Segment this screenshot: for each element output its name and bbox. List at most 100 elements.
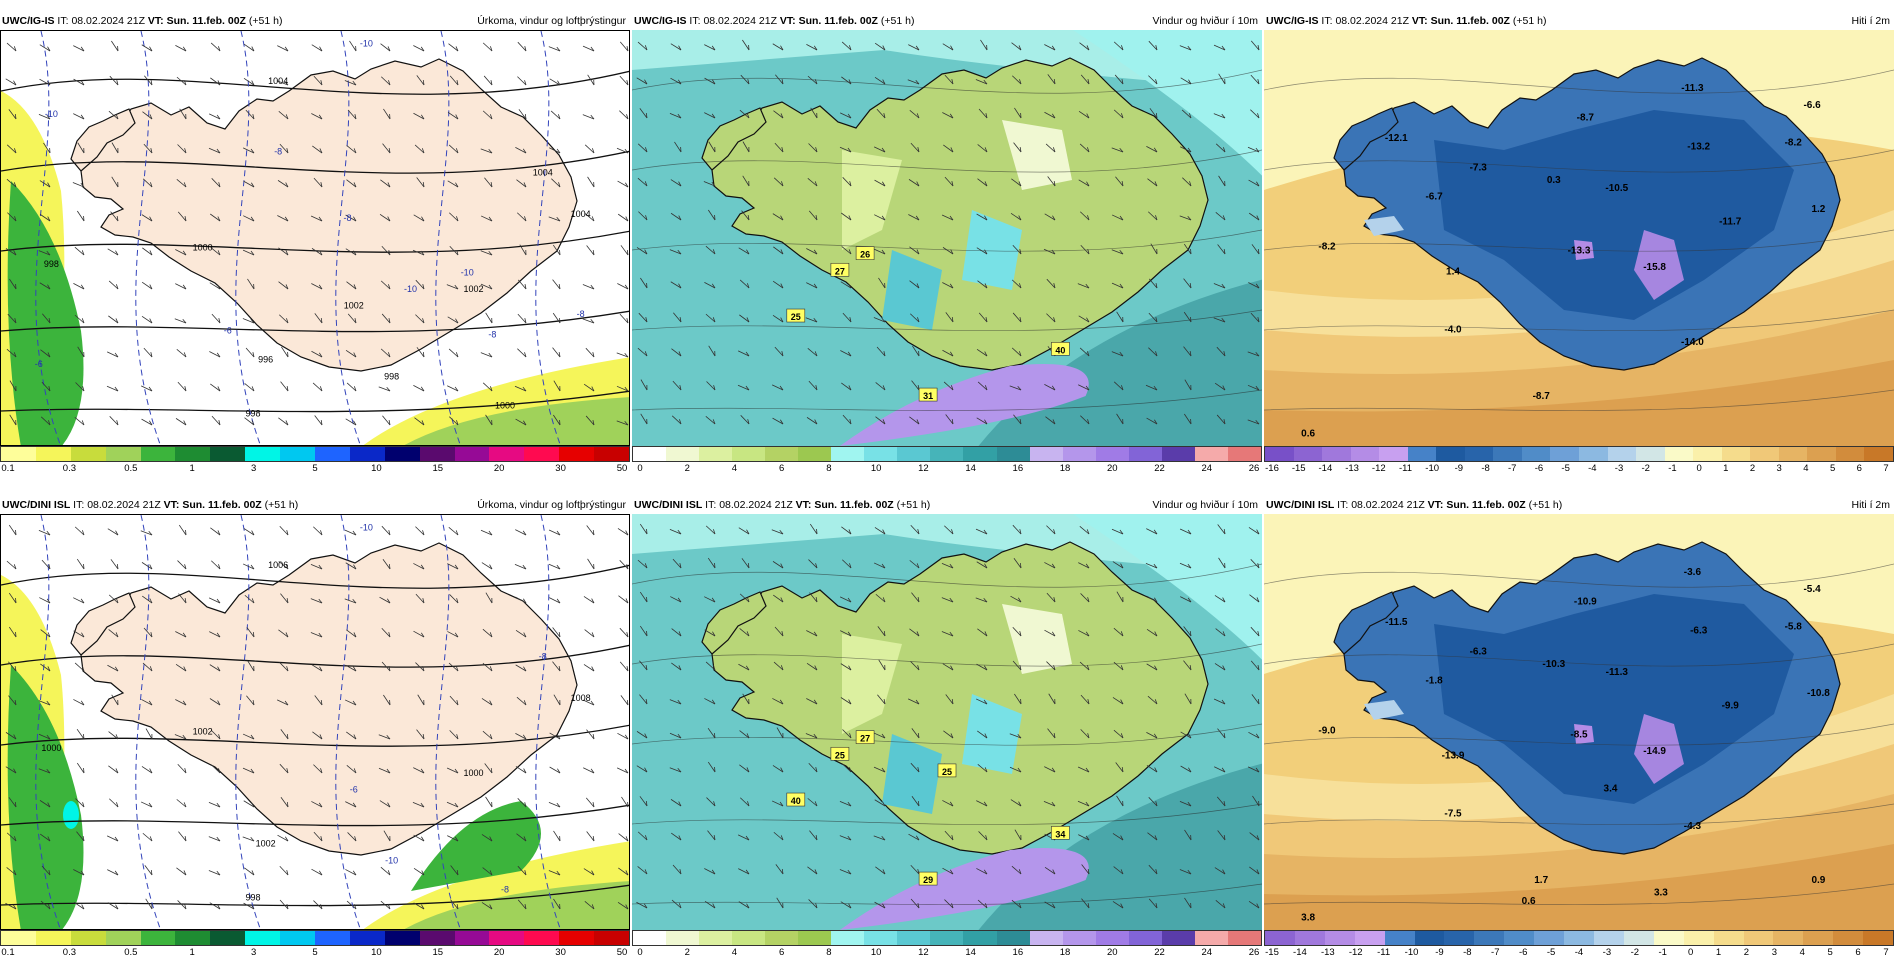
colorbar-swatch xyxy=(633,447,666,461)
model-name: UWC/IG-IS xyxy=(1266,15,1319,27)
lead-time: (+51 h) xyxy=(881,15,915,27)
isobar-label: 1002 xyxy=(463,284,483,294)
colorbar-swatch xyxy=(765,931,798,945)
colorbar-tick-label: 4 xyxy=(732,947,737,958)
colorbar-tick-label: -9 xyxy=(1455,463,1463,474)
temperature-label: -13.3 xyxy=(1568,245,1591,256)
temperature-label: -5.8 xyxy=(1785,621,1803,632)
colorbar-swatch xyxy=(897,447,930,461)
colorbar-tick-label: 10 xyxy=(871,947,882,958)
colorbar-swatch xyxy=(350,931,385,945)
valid-time: Sun. 11.feb. 00Z xyxy=(799,15,878,27)
colorbar-swatch xyxy=(1665,447,1694,461)
map-svg: -11.3-6.6-12.1-8.7-13.2-8.2-7.30.3-10.5-… xyxy=(1264,30,1894,446)
colorbar-tick-label: -1 xyxy=(1658,947,1666,958)
colorbar-tick-label: -15 xyxy=(1292,463,1306,474)
colorbar-tick-label: 4 xyxy=(1803,463,1808,474)
temperature-label: -11.5 xyxy=(1385,617,1408,628)
colorbar-tick-label: 6 xyxy=(1855,947,1860,958)
panel-title: Hiti í 2m xyxy=(1851,496,1890,514)
gust-label: 25 xyxy=(791,312,801,322)
colorbar-swatch xyxy=(71,447,106,461)
isobar-label: 1000 xyxy=(193,242,213,252)
colorbar-swatch xyxy=(1096,931,1129,945)
isobar-label: -8 xyxy=(343,213,351,223)
colorbar-swatch xyxy=(385,931,420,945)
isobar-label: -10 xyxy=(404,284,417,294)
colorbar-swatch xyxy=(1522,447,1551,461)
colorbar-tick-label: 0.3 xyxy=(63,463,76,474)
colorbar-swatch xyxy=(141,931,176,945)
colorbar-tick-label: -9 xyxy=(1435,947,1443,958)
colorbar-tick-label: 5 xyxy=(1828,947,1833,958)
gust-label: 25 xyxy=(835,750,845,760)
init-time: 08.02.2024 21Z xyxy=(71,15,145,27)
isobar-label: 1002 xyxy=(193,726,213,736)
model-name: UWC/DINI ISL xyxy=(634,499,702,511)
colorbar-swatch xyxy=(420,931,455,945)
init-time-label: IT: xyxy=(57,15,68,27)
colorbar-swatch xyxy=(1265,931,1295,945)
colorbar-tick-label: 24 xyxy=(1201,463,1212,474)
colorbar-tick-label: -4 xyxy=(1588,463,1596,474)
colorbar-swatch xyxy=(997,447,1030,461)
colorbar-swatch xyxy=(1836,447,1865,461)
panel-title: Hiti í 2m xyxy=(1851,12,1890,30)
temperature-label: -10.3 xyxy=(1542,659,1565,670)
colorbar-tick-label: 1 xyxy=(190,947,195,958)
isobar-label: 998 xyxy=(384,371,399,381)
colorbar-swatch xyxy=(594,447,629,461)
colorbar-swatch xyxy=(1693,447,1722,461)
colorbar-tick-label: 0 xyxy=(1696,463,1701,474)
map-svg: 1004100410021000998996998100099810021004… xyxy=(1,31,630,446)
colorbar-swatch xyxy=(1722,447,1751,461)
colorbar-swatch xyxy=(1493,447,1522,461)
colorbar-swatch xyxy=(315,447,350,461)
colorbar-tick-label: 3 xyxy=(1772,947,1777,958)
colorbar-tick-label: -8 xyxy=(1463,947,1471,958)
colorbar-tick-label: -13 xyxy=(1345,463,1359,474)
precip-area xyxy=(63,801,79,829)
temperature-label: -7.5 xyxy=(1444,809,1462,820)
colorbar-strip xyxy=(1264,446,1894,462)
valid-time-label: VT: xyxy=(148,15,164,27)
colorbar-tick-label: 5 xyxy=(312,463,317,474)
colorbar-tick-label: 0.3 xyxy=(63,947,76,958)
isobar-label: 1000 xyxy=(41,743,61,753)
colorbar-swatch xyxy=(666,931,699,945)
colorbar-tick-label: 26 xyxy=(1249,463,1260,474)
colorbar-swatch xyxy=(897,931,930,945)
colorbar-swatch xyxy=(350,447,385,461)
colorbar-swatch xyxy=(963,931,996,945)
colorbar-swatch xyxy=(210,931,245,945)
colorbar-swatch xyxy=(831,447,864,461)
colorbar-swatch xyxy=(831,931,864,945)
colorbar-tick-label: 0.1 xyxy=(1,463,14,474)
temperature-label: -8.7 xyxy=(1533,391,1551,402)
colorbar-swatch xyxy=(106,931,141,945)
colorbar-tick-label: -7 xyxy=(1491,947,1499,958)
colorbar-swatch xyxy=(1444,931,1474,945)
lead-time: (+51 h) xyxy=(1513,15,1547,27)
colorbar-swatch xyxy=(1504,931,1534,945)
temperature-label: 0.6 xyxy=(1301,429,1315,440)
wind-panel-dini: UWC/DINI ISL IT: 08.02.2024 21Z VT: Sun.… xyxy=(632,496,1262,966)
colorbar-tick-label: 22 xyxy=(1154,463,1165,474)
colorbar-tick-label: -6 xyxy=(1519,947,1527,958)
init-time: 08.02.2024 21Z xyxy=(1351,499,1425,511)
colorbar-tick-label: 15 xyxy=(433,463,444,474)
colorbar-swatch xyxy=(1228,931,1261,945)
colorbar-tick-label: 6 xyxy=(779,463,784,474)
isobar-label: -10 xyxy=(385,855,398,865)
colorbar-swatch xyxy=(36,447,71,461)
colorbar-swatch xyxy=(524,447,559,461)
colorbar-tick-label: 12 xyxy=(918,947,929,958)
colorbar-swatch xyxy=(798,447,831,461)
colorbar-swatch xyxy=(1355,931,1385,945)
colorbar-swatch xyxy=(864,931,897,945)
